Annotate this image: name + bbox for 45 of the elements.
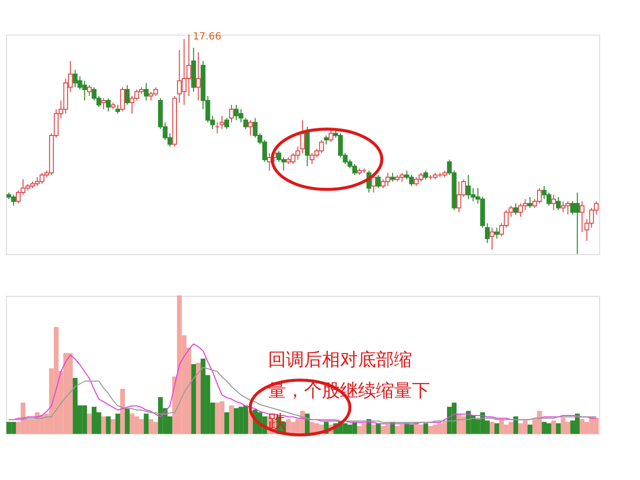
candlestick	[224, 117, 230, 130]
candlestick	[229, 104, 234, 123]
candlestick	[490, 227, 494, 250]
bar	[110, 419, 116, 434]
bar	[551, 420, 556, 434]
bar	[124, 408, 130, 434]
candlestick	[376, 174, 381, 189]
candlestick	[494, 227, 500, 240]
bar	[106, 416, 111, 434]
bar	[229, 405, 234, 434]
bar	[115, 414, 120, 434]
candlestick	[248, 120, 253, 136]
candlestick	[580, 200, 584, 233]
bar	[101, 416, 106, 434]
candlestick	[144, 82, 149, 101]
bar	[120, 388, 125, 434]
candlestick	[196, 52, 201, 101]
candlestick	[86, 84, 92, 97]
candlestick	[560, 200, 566, 213]
candlestick	[484, 222, 490, 244]
candlestick	[328, 128, 334, 143]
bar	[494, 423, 500, 434]
candlestick	[120, 86, 125, 112]
annotation: 17.66	[192, 32, 222, 43]
bar	[224, 412, 230, 434]
bar	[72, 378, 78, 434]
bar	[196, 362, 201, 434]
candlestick	[513, 203, 518, 215]
bar	[556, 423, 561, 434]
candlestick	[124, 84, 130, 106]
candlestick	[556, 196, 561, 211]
candlestick	[101, 98, 106, 110]
candlestick	[220, 115, 224, 130]
bar	[423, 423, 428, 434]
bar	[490, 422, 494, 434]
candlestick	[528, 196, 532, 208]
candlestick	[551, 194, 556, 211]
candlestick	[106, 98, 111, 112]
bar	[86, 414, 92, 434]
bar	[528, 424, 532, 434]
bar	[513, 416, 518, 434]
bar	[191, 364, 196, 434]
bar	[144, 414, 149, 434]
bar	[560, 418, 566, 434]
bar	[371, 424, 376, 434]
